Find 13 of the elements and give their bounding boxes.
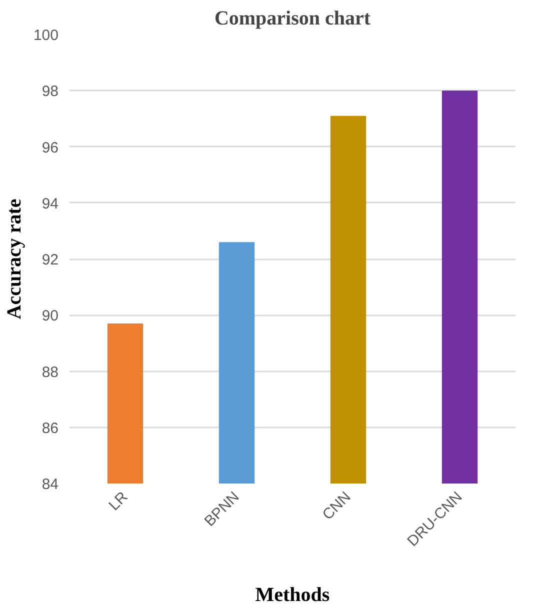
y-tick-label: 94 <box>42 195 59 212</box>
y-tick-label: 100 <box>33 27 59 44</box>
y-tick-label: 92 <box>42 252 59 268</box>
y-tick-label: 96 <box>42 139 59 156</box>
x-tick-label: LR <box>106 488 132 514</box>
y-tick-label: 88 <box>42 364 59 381</box>
y-tick-label: 90 <box>42 308 59 325</box>
y-tick-label: 86 <box>42 420 59 437</box>
y-axis-title: Accuracy rate <box>3 198 26 320</box>
x-axis-title: Methods <box>255 584 330 606</box>
chart-title: Comparison chart <box>214 8 371 30</box>
y-tick-label: 84 <box>42 476 59 493</box>
y-tick-label: 98 <box>42 83 59 100</box>
